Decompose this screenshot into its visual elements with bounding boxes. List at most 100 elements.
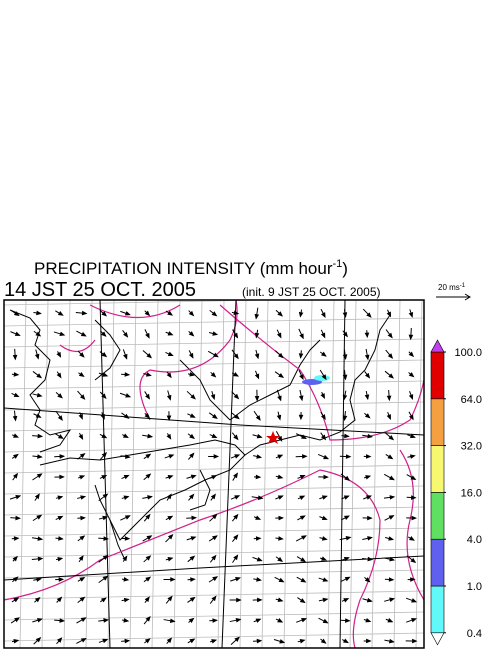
wind-arrow-head [82, 333, 86, 336]
wind-arrow-head [59, 312, 63, 315]
wind-arrow-head [346, 455, 350, 458]
wind-arrow-head [190, 639, 194, 642]
title-sup: -1 [332, 258, 342, 270]
wind-arrow-head [126, 312, 130, 315]
wind-arrow-head [299, 415, 302, 419]
wind-arrow-head [345, 496, 349, 499]
wind-arrow-head [323, 620, 327, 623]
wind-arrow-head [368, 435, 372, 438]
wind-arrow-head [37, 311, 41, 314]
wind-arrow-head [60, 455, 64, 458]
wind-arrow-head [345, 577, 349, 580]
wind-arrow-head [301, 558, 305, 561]
grid-meridian [350, 300, 356, 648]
wind-arrow-head [192, 516, 196, 519]
wind-arrow-head [256, 619, 260, 622]
wind-arrow-head [38, 619, 42, 622]
colorbar-segment [431, 352, 444, 399]
wind-arrow-head [412, 496, 416, 499]
lat-lon-grid [0, 297, 424, 650]
wind-arrow-head [212, 395, 215, 399]
wind-arrow-head [60, 619, 64, 622]
wind-arrow-head [212, 640, 216, 643]
wind-arrow-head [191, 578, 195, 581]
wind-arrow-head [125, 537, 129, 540]
wind-arrow-head [390, 598, 394, 601]
wind-arrow-head [81, 496, 85, 499]
wind-arrow-head [344, 639, 348, 642]
wind-arrow-head [213, 619, 217, 622]
wind-arrow-head [257, 558, 261, 561]
wind-arrow-head [411, 435, 415, 438]
wind-arrow-head [346, 537, 350, 540]
colorbar-segment [431, 399, 444, 446]
wind-arrow-head [103, 639, 107, 642]
wind-arrow-head [14, 537, 18, 540]
wind-arrow-head [366, 455, 370, 458]
wind-arrow-head [257, 578, 261, 581]
wind-arrow-head [168, 332, 172, 335]
wind-arrow-head [345, 434, 349, 437]
wind-arrow-head [389, 578, 393, 581]
wind-arrow-head [125, 639, 129, 642]
wind-arrow-head [324, 456, 328, 459]
title: PRECIPITATION INTENSITY (mm hour-1) [34, 258, 348, 278]
wind-arrow-head [388, 415, 391, 419]
wind-arrow-head [237, 598, 241, 601]
colorbar-segment [431, 492, 444, 539]
wind-arrow-head [257, 435, 261, 438]
colorbar-label: 16.0 [461, 487, 482, 499]
title-end: ) [342, 259, 348, 278]
wind-arrow-head [82, 312, 86, 315]
wind-arrow-head [213, 577, 217, 580]
wind-arrow-head [411, 455, 415, 458]
wind-arrow-head [323, 517, 327, 520]
wind-arrow-head [169, 455, 173, 458]
grid-parallel [4, 528, 424, 536]
grid-parallel [4, 381, 424, 389]
wind-arrow-head [278, 598, 282, 601]
wind-arrow-head [409, 335, 412, 339]
wind-arrow-head [279, 537, 283, 540]
wind-arrow-head [212, 435, 216, 438]
wind-arrow-head [38, 474, 42, 477]
wind-arrow-head [256, 354, 259, 358]
grid-parallel [4, 507, 424, 515]
wind-arrow-head [278, 396, 281, 400]
wind-arrow-head [256, 537, 260, 540]
grid-parallel [4, 444, 424, 452]
wind-arrow-head [59, 435, 63, 438]
grid-meridian [372, 300, 378, 648]
wind-arrow-head [345, 516, 349, 519]
vector-legend-sup: -1 [460, 283, 466, 289]
wind-arrow-head [58, 516, 62, 519]
wind-arrow-head [15, 618, 19, 621]
grid-parallel [4, 360, 424, 368]
wind-arrow-head [103, 373, 107, 376]
wind-arrow-head [300, 396, 303, 400]
wind-arrow-head [279, 516, 283, 519]
wind-arrow-head [388, 396, 391, 400]
wind-arrow-head [257, 639, 261, 642]
wind-arrow-head [168, 494, 171, 498]
wind-arrow-head [59, 537, 63, 540]
wind-arrow-head [368, 516, 372, 519]
wind-arrow-head [301, 579, 305, 582]
colorbar-label: 32.0 [461, 441, 482, 453]
wind-arrow-head [124, 434, 128, 437]
wind-arrow-head [256, 516, 260, 519]
wind-arrow-head [235, 496, 239, 499]
wind-arrow-head [366, 395, 369, 399]
wind-arrow-head [60, 475, 64, 478]
wind-arrow-head [80, 476, 84, 479]
wind-arrow-head [125, 373, 129, 376]
wind-arrow-head [37, 394, 41, 397]
wind-arrow-head [410, 313, 413, 317]
wind-arrow-head [388, 619, 392, 622]
map [0, 297, 424, 650]
wind-arrow-head [191, 475, 195, 478]
wind-arrow-head [388, 455, 392, 458]
wind-arrow-head [236, 619, 240, 622]
wind-arrow-head [278, 475, 282, 478]
wind-arrow-head [213, 536, 217, 539]
